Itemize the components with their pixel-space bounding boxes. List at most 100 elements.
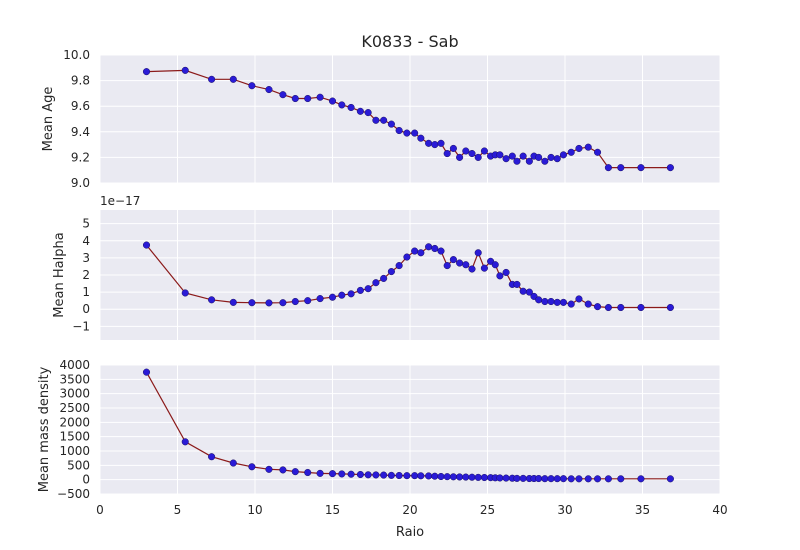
x-tick-label: 30 xyxy=(557,503,572,517)
data-point xyxy=(604,164,612,172)
data-point xyxy=(347,103,355,112)
data-point xyxy=(338,101,346,109)
data-point xyxy=(547,475,555,483)
x-tick-label: 0 xyxy=(96,503,104,517)
data-point xyxy=(316,469,324,477)
data-point xyxy=(417,249,425,257)
data-point xyxy=(411,129,419,137)
data-point xyxy=(547,297,555,306)
data-point xyxy=(553,155,561,163)
data-point xyxy=(265,299,273,307)
chart-title: K0833 - Sab xyxy=(361,32,458,51)
data-point xyxy=(248,463,256,471)
y-tick-label: 9.0 xyxy=(71,176,90,190)
data-point xyxy=(417,134,425,142)
data-point xyxy=(468,265,476,273)
data-point xyxy=(181,289,189,297)
data-point xyxy=(525,288,533,296)
data-point xyxy=(525,157,533,165)
x-tick-label: 25 xyxy=(480,503,495,517)
data-point xyxy=(142,368,151,376)
y-tick-label: 4000 xyxy=(59,358,90,372)
y-tick-label: 1500 xyxy=(59,430,90,444)
data-point xyxy=(617,303,625,312)
data-point xyxy=(347,290,355,298)
y-tick-label: 9.8 xyxy=(71,74,90,88)
data-point xyxy=(387,120,395,128)
y-tick-label: −500 xyxy=(57,487,90,501)
data-point xyxy=(666,303,674,312)
y-tick-label: 0 xyxy=(82,302,90,316)
data-point xyxy=(513,474,521,482)
panel-mean-mass-density: 0 5 10 15 20 25 30 35 40−50005001000150020002500… xyxy=(37,358,728,517)
data-point xyxy=(575,144,583,152)
data-point xyxy=(553,298,561,306)
data-point xyxy=(372,116,380,124)
data-point xyxy=(304,297,312,305)
data-point xyxy=(553,475,561,483)
data-point xyxy=(372,279,380,287)
data-point xyxy=(229,298,237,306)
y-tick-label: 3 xyxy=(82,251,90,265)
data-point xyxy=(480,264,488,272)
panel-mean-age: 9.0 9.2 9.4 9.6 9.8 10.0 Mean Age xyxy=(41,48,721,190)
data-point xyxy=(425,472,433,480)
data-point xyxy=(496,474,504,482)
data-point xyxy=(617,164,625,172)
data-point xyxy=(403,129,411,137)
data-point xyxy=(316,93,324,101)
data-point xyxy=(291,468,299,476)
data-point xyxy=(474,249,482,257)
data-point xyxy=(449,144,457,152)
data-point xyxy=(474,473,482,481)
y-tick-label: 500 xyxy=(67,458,90,472)
x-tick-label: 35 xyxy=(635,503,650,517)
data-point xyxy=(496,272,504,280)
data-point xyxy=(431,472,439,480)
data-point xyxy=(291,297,299,306)
y-tick-label: 0 xyxy=(82,473,90,487)
y-tick-label: 1000 xyxy=(59,444,90,458)
data-point xyxy=(567,475,575,483)
y-tick-label: 1 xyxy=(82,285,90,299)
data-point xyxy=(265,86,273,94)
data-point xyxy=(248,82,256,90)
data-point xyxy=(387,268,395,276)
y-tick-label: 10.0 xyxy=(63,48,90,62)
data-point xyxy=(519,474,527,482)
data-point xyxy=(279,91,287,99)
data-point xyxy=(559,298,568,306)
data-point xyxy=(380,274,388,282)
data-point xyxy=(502,155,510,163)
data-point xyxy=(411,472,419,480)
data-point xyxy=(328,97,337,105)
data-point xyxy=(208,296,216,304)
data-point xyxy=(480,473,488,482)
data-point xyxy=(502,474,510,482)
data-point xyxy=(666,475,674,483)
data-point xyxy=(604,303,612,312)
data-point xyxy=(142,68,151,76)
data-point xyxy=(364,109,372,117)
data-point xyxy=(347,470,355,478)
data-point xyxy=(491,261,499,269)
data-point xyxy=(449,473,457,481)
data-point xyxy=(431,244,439,253)
data-point xyxy=(584,143,592,151)
data-point xyxy=(142,241,151,249)
data-point xyxy=(443,473,451,481)
data-point xyxy=(425,243,433,251)
data-point xyxy=(547,153,555,161)
data-point xyxy=(411,247,419,255)
x-tick-label: 5 xyxy=(174,503,182,517)
data-point xyxy=(449,256,457,264)
data-point xyxy=(338,291,346,299)
data-point xyxy=(265,465,273,473)
data-point xyxy=(567,300,575,308)
data-point xyxy=(229,459,237,467)
y-axis-label: Mean Age xyxy=(41,87,56,152)
data-point xyxy=(437,139,445,147)
y-offset-text: 1e−17 xyxy=(100,194,140,208)
data-point xyxy=(519,287,527,295)
